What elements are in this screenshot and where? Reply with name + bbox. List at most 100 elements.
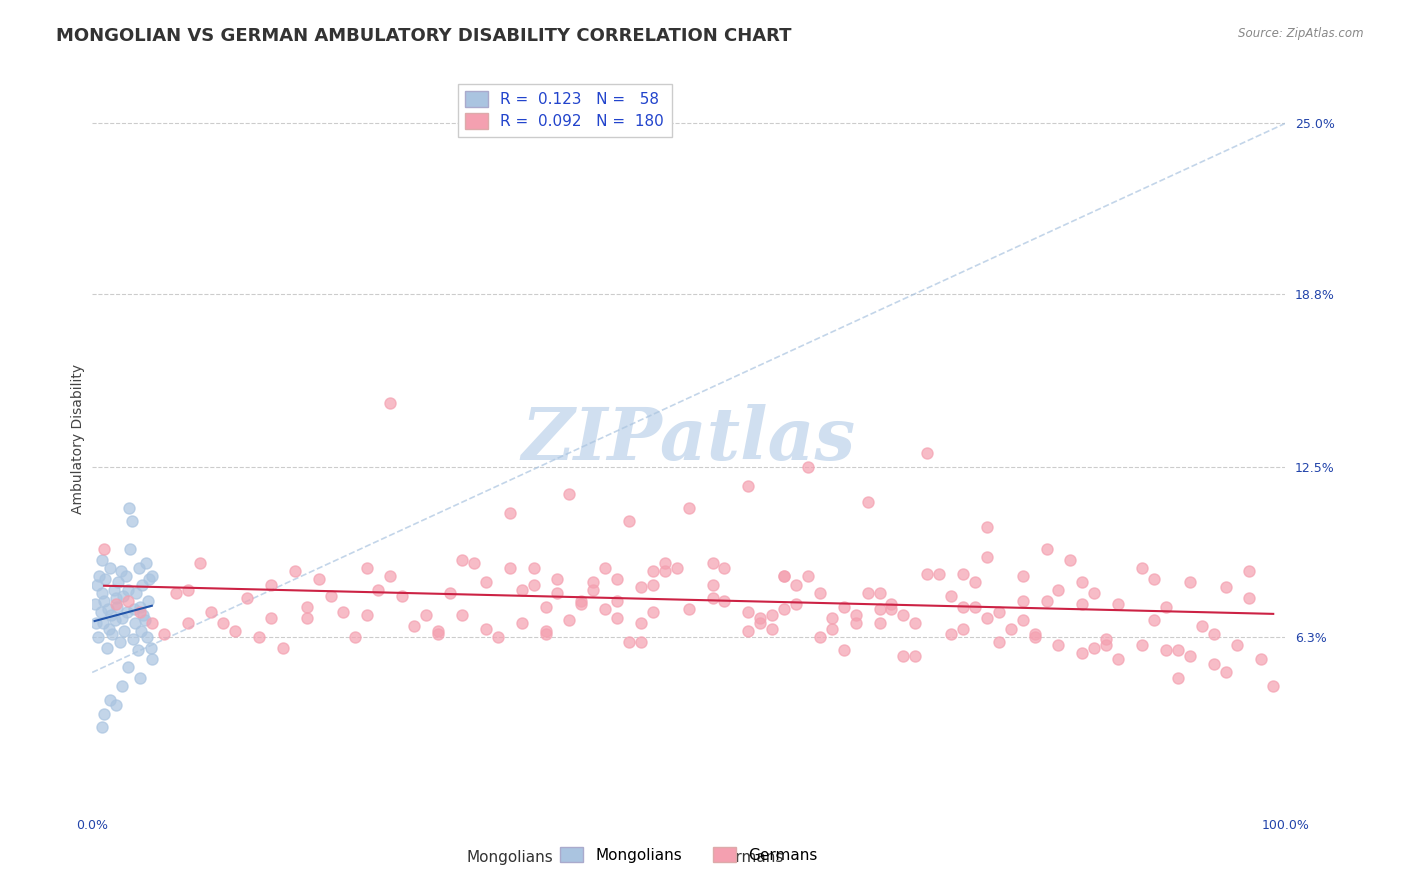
Point [427,624,450,639]
Point [90,553,112,567]
Point [1035,541,1057,556]
Point [832,599,855,614]
Point [103,583,125,598]
Point [125,586,148,600]
Point [247,630,270,644]
Point [702,556,724,570]
Text: Source: ZipAtlas.com: Source: ZipAtlas.com [1239,27,1364,40]
Point [630,615,652,630]
Point [1000,622,1022,636]
Point [558,613,581,627]
Point [1047,638,1070,652]
Point [880,597,903,611]
Point [773,569,796,583]
Point [89,569,111,583]
Point [117,594,139,608]
Point [976,610,998,624]
Point [665,561,688,575]
Point [367,583,389,598]
Point [97,622,120,636]
Point [821,610,844,624]
Point [832,643,855,657]
Point [356,607,378,622]
Point [1191,619,1213,633]
Point [617,515,640,529]
Point [534,624,557,639]
Y-axis label: Ambulatory Disability: Ambulatory Disability [72,364,86,514]
Point [952,622,974,636]
Point [91,615,114,630]
Point [124,615,146,630]
Point [129,605,152,619]
Point [713,594,735,608]
Point [606,572,628,586]
Point [523,577,546,591]
Point [987,635,1010,649]
Point [1130,561,1153,575]
Point [845,615,868,630]
Point [785,597,807,611]
Point [463,556,485,570]
Point [749,615,772,630]
Point [976,520,998,534]
Point [105,599,128,614]
Point [761,622,783,636]
Point [1226,638,1249,652]
Point [1011,569,1033,583]
Point [702,577,724,591]
Point [404,619,426,633]
Point [1167,643,1189,657]
Point [129,624,152,639]
Point [1011,613,1033,627]
Point [1107,597,1129,611]
Point [134,613,156,627]
Point [737,624,759,639]
Point [869,602,891,616]
Point [83,597,105,611]
Point [271,640,294,655]
Point [295,599,318,614]
Point [136,630,159,644]
Point [797,569,820,583]
Point [976,550,998,565]
Point [654,556,676,570]
Point [90,605,112,619]
Point [952,599,974,614]
Point [295,610,318,624]
Point [1263,679,1285,693]
Point [121,632,143,647]
Point [1011,594,1033,608]
Point [893,648,915,663]
Point [200,605,222,619]
Point [845,607,868,622]
Point [107,574,129,589]
Point [141,615,163,630]
Point [135,556,157,570]
Point [1143,572,1166,586]
Point [1215,665,1237,680]
Point [1107,651,1129,665]
Point [952,566,974,581]
Point [630,580,652,594]
Point [761,607,783,622]
Point [939,627,962,641]
Point [451,607,474,622]
Point [139,640,162,655]
Point [1130,638,1153,652]
Point [808,630,831,644]
Point [1024,627,1046,641]
Point [785,577,807,591]
Point [546,586,568,600]
Point [98,693,121,707]
Point [606,594,628,608]
Point [117,583,139,598]
Point [93,706,115,721]
Point [797,459,820,474]
Point [678,500,700,515]
Point [475,574,498,589]
Point [188,556,211,570]
Point [165,586,187,600]
Point [93,594,115,608]
Point [308,572,330,586]
Point [439,586,461,600]
